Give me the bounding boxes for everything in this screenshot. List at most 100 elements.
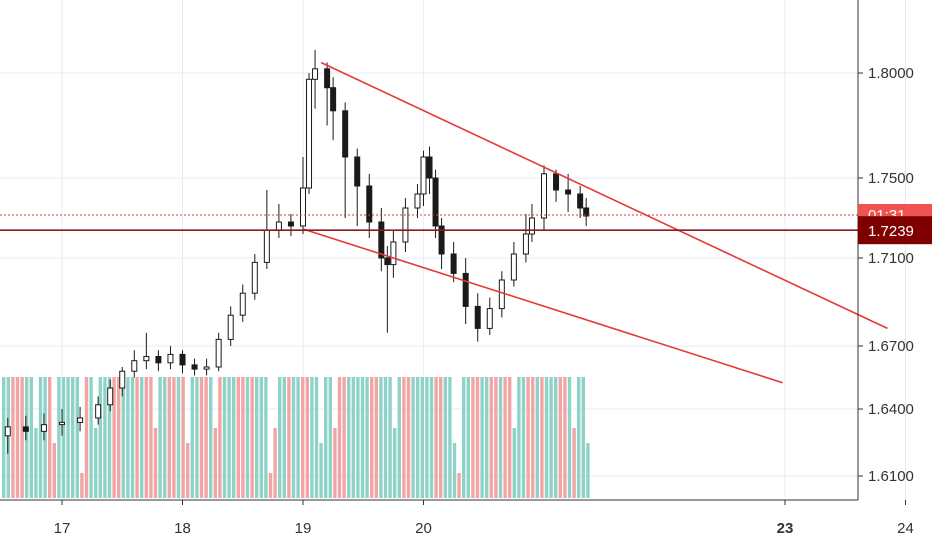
time-tick-label: 24 [897,520,914,537]
candle-body [583,207,590,217]
candle-body [450,253,457,274]
volume-bar [406,377,411,498]
volume-bar [259,377,263,498]
volume-bar [112,377,116,498]
volume-bar [61,377,66,498]
volume-bar [66,377,70,498]
volume-bar [517,377,521,498]
volume-bar [29,377,33,498]
volume-bar [98,377,102,498]
candle-body [402,207,409,243]
candle-body [330,87,337,112]
volume-bar [360,377,365,498]
volume-bar [370,377,374,498]
candle-body [522,233,529,255]
volume-bar [135,377,139,498]
volume-bar [172,377,176,498]
volume-bar [153,428,158,498]
candle-body [95,404,102,419]
candle-body [577,193,584,209]
volume-bar [94,428,98,498]
volume-bar [448,377,452,498]
volume-bar [227,377,231,498]
volume-bar [84,377,89,498]
candle-body [131,360,138,372]
volume-bar [485,377,489,498]
volume-bar [416,377,420,498]
price-tick-label: 1.6700 [868,338,914,355]
volume-bar [554,377,558,498]
volume-bar [328,377,332,498]
volume-bar [549,377,553,498]
candle-body [462,272,469,307]
candle-body [438,225,445,255]
volume-bar [89,377,93,498]
volume-bar [383,377,388,498]
price-tick-label: 1.6100 [868,468,914,485]
volume-bar [282,377,286,498]
volume-bar [310,377,314,498]
candle-body [215,338,222,368]
volume-bar [466,377,470,498]
volume-bar [411,377,415,498]
volume-bar [521,377,526,498]
volume-bar [209,377,213,498]
volume-bar [34,428,38,498]
candle-body [306,78,313,189]
volume-bar [2,377,6,498]
volume-bar [107,377,112,498]
candle-body [4,426,11,437]
volume-bar [287,377,291,498]
volume-bar [457,473,461,498]
volume-bar [52,443,56,498]
volume-bar [181,377,185,498]
volume-bar [319,443,323,498]
candle-body [203,366,210,370]
volume-bar [232,377,236,498]
volume-bar [186,443,190,498]
price-axis[interactable]: 1.61001.64001.67001.71001.75001.800001:3… [857,0,932,500]
volume-bar [268,473,273,498]
volume-bar [273,428,277,498]
volume-bar [199,377,204,498]
volume-bar [434,377,438,498]
candle-body [565,189,572,195]
volume-bar [420,377,424,498]
candle-body [420,156,427,195]
volume-bar [351,377,355,498]
time-tick-label: 19 [295,520,312,537]
price-tick-label: 1.7500 [868,170,914,187]
volume-bar [462,377,466,498]
volume-bar [508,377,512,498]
volume-bar [25,377,29,498]
volume-bar [498,377,503,498]
volume-bar [6,377,10,498]
volume-bar [222,377,227,498]
volume-bar [158,377,162,498]
candle-body [191,364,198,370]
candle-body [107,387,114,406]
volume-bar [71,377,75,498]
volume-bar [121,377,125,498]
volume-bar [301,377,305,498]
volume-bar [190,377,194,498]
candle-body [22,426,29,432]
volume-bar [314,377,319,498]
volume-bar [103,377,107,498]
time-axis[interactable]: 17181920232425 [0,499,932,537]
volume-bar [480,377,484,498]
candle-body [251,261,258,294]
volume-bar [140,377,144,498]
time-tick-label: 17 [54,520,71,537]
time-tick-label: 18 [174,520,191,537]
volume-bar [57,377,61,498]
volume-bars [2,377,590,498]
volume-bar [365,377,369,498]
current-price-tag [858,216,932,245]
candle-body [227,314,234,340]
volume-bar [512,428,516,498]
volume-bar [305,377,309,498]
volume-bar [489,377,493,498]
volume-bar [241,377,245,498]
